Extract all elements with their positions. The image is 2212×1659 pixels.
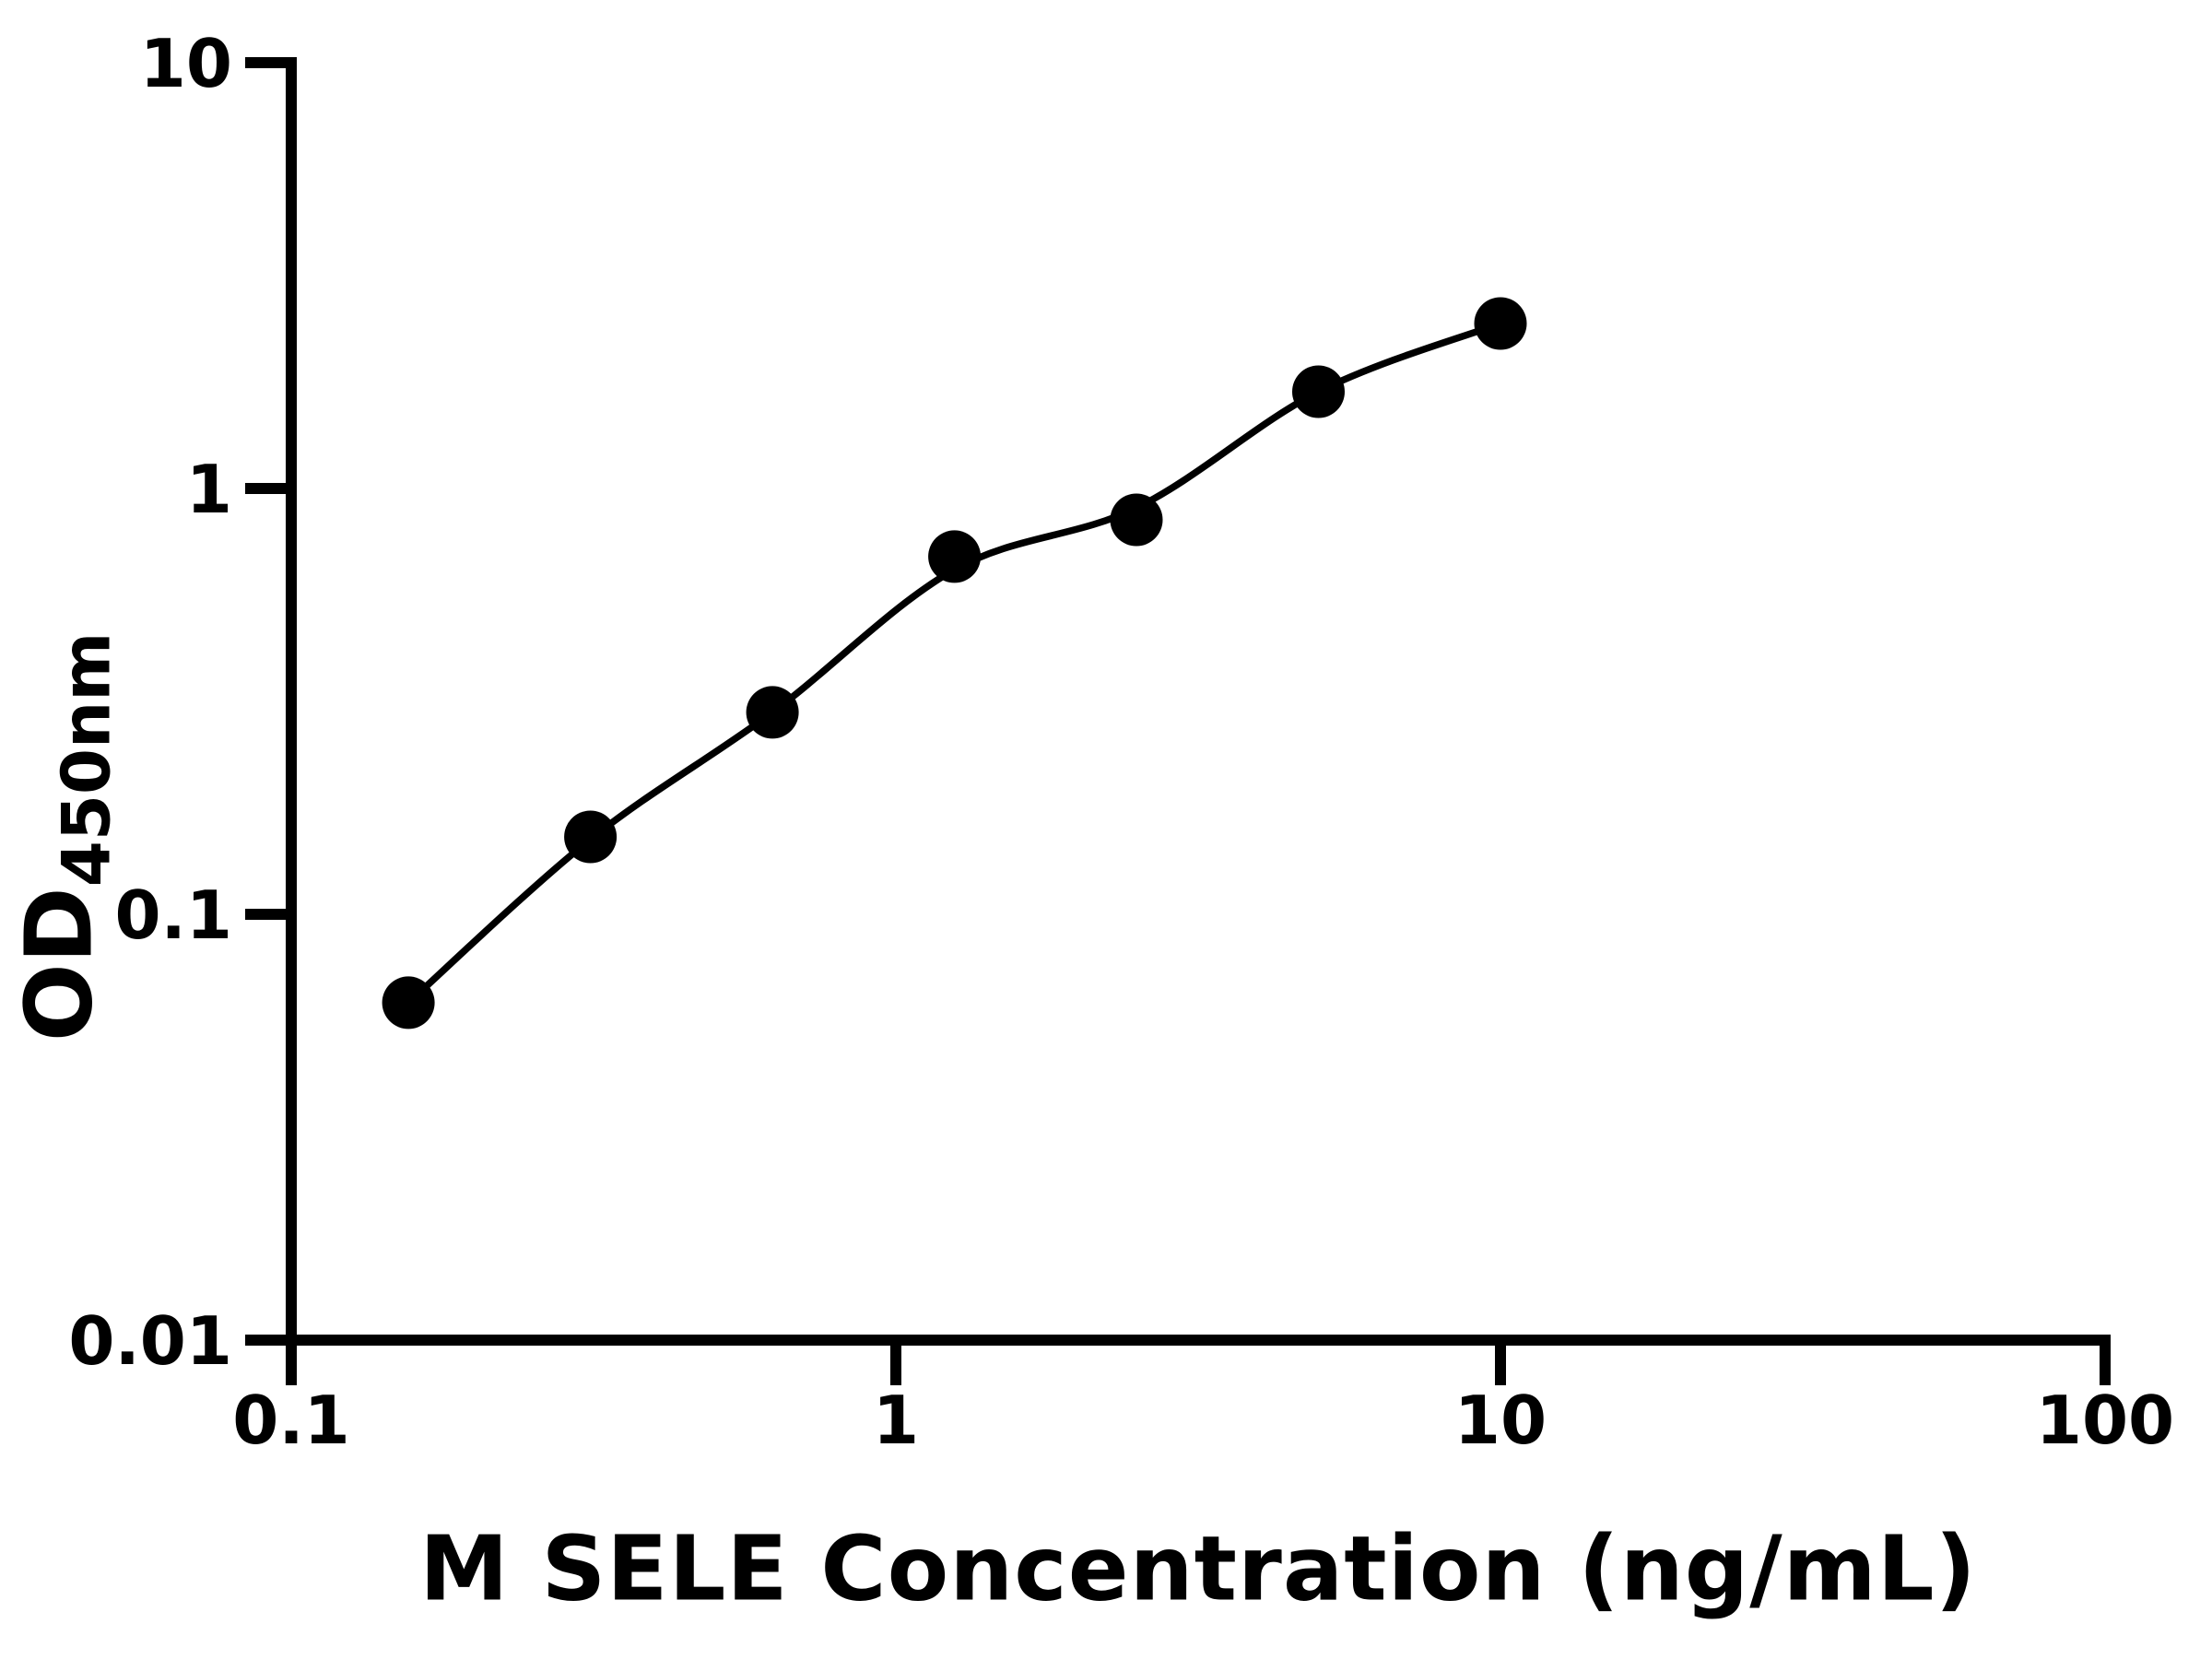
y-tick-label: 0.1 xyxy=(114,877,232,954)
data-point xyxy=(746,686,799,739)
data-point xyxy=(1292,365,1345,418)
x-tick-label: 10 xyxy=(1454,1382,1547,1459)
data-point xyxy=(564,810,618,864)
y-axis-spine xyxy=(286,57,297,1346)
y-tick xyxy=(245,483,286,494)
fit-curve xyxy=(405,320,1504,1006)
x-axis-spine xyxy=(286,1335,2111,1346)
x-tick-label: 100 xyxy=(2036,1382,2174,1459)
y-tick xyxy=(245,57,286,68)
data-point xyxy=(928,530,982,583)
data-point xyxy=(1474,297,1527,350)
y-axis-title-subscript: 450nm xyxy=(47,631,125,888)
x-tick xyxy=(286,1345,297,1385)
y-tick xyxy=(245,1335,286,1346)
y-tick-label: 0.01 xyxy=(68,1302,232,1380)
x-axis-title: M SELE Concentration (ng/mL) xyxy=(419,1516,1977,1621)
y-axis-title-main: OD xyxy=(5,887,113,1042)
x-tick-label: 0.1 xyxy=(232,1382,350,1459)
y-axis-title: OD450nm xyxy=(6,632,125,1042)
x-tick xyxy=(2100,1345,2111,1385)
x-tick xyxy=(890,1345,901,1385)
x-tick-label: 1 xyxy=(873,1382,919,1459)
data-point xyxy=(1110,493,1163,547)
y-tick-label: 10 xyxy=(140,25,232,102)
x-tick xyxy=(1495,1345,1506,1385)
data-point xyxy=(382,976,435,1030)
y-tick-label: 1 xyxy=(186,451,232,528)
y-tick xyxy=(245,909,286,920)
